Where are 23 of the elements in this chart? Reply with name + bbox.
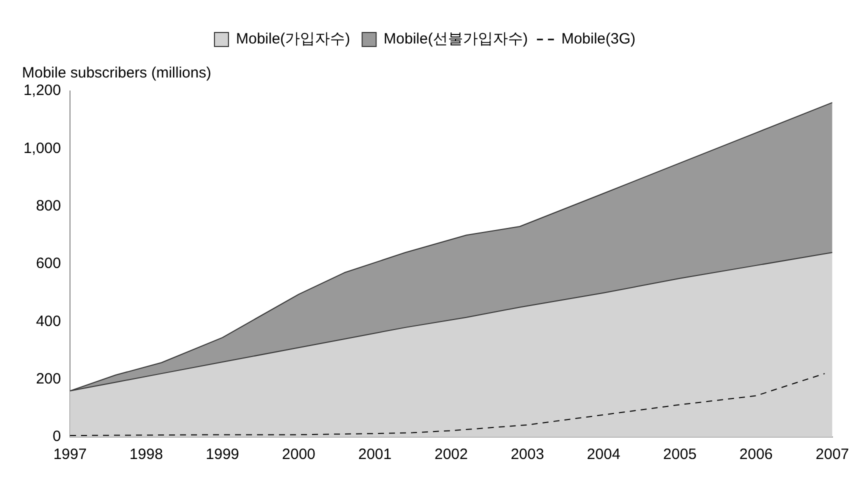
- x-tick-label: 2003: [510, 446, 544, 464]
- y-tick-label: 400: [36, 312, 61, 330]
- x-tick-label: 2000: [282, 446, 316, 464]
- legend-label: Mobile(선불가입자수): [384, 30, 528, 48]
- x-tick-label: 2006: [739, 446, 773, 464]
- x-tick-label: 2004: [586, 446, 620, 464]
- y-tick-label: 800: [36, 197, 61, 214]
- x-tick-label: 2001: [358, 446, 392, 464]
- y-tick-label: 0: [52, 428, 61, 446]
- x-tick-label: 1998: [130, 446, 163, 464]
- x-tick-label: 1997: [53, 446, 87, 464]
- legend-label: Mobile(가입자수): [236, 30, 350, 48]
- x-tick-label: 2002: [434, 446, 468, 464]
- y-tick-label: 600: [36, 255, 61, 272]
- y-axis-title: Mobile subscribers (millions): [22, 64, 212, 82]
- x-tick-label: 1999: [206, 446, 240, 464]
- y-tick-label: 1,200: [23, 82, 61, 100]
- line-series: [70, 373, 826, 436]
- x-tick-label: 2005: [663, 446, 697, 464]
- y-tick-label: 200: [36, 370, 61, 388]
- x-tick-label: 2007: [816, 446, 850, 464]
- legend-label: Mobile(3G): [561, 30, 636, 48]
- y-tick-label: 1,000: [23, 140, 61, 157]
